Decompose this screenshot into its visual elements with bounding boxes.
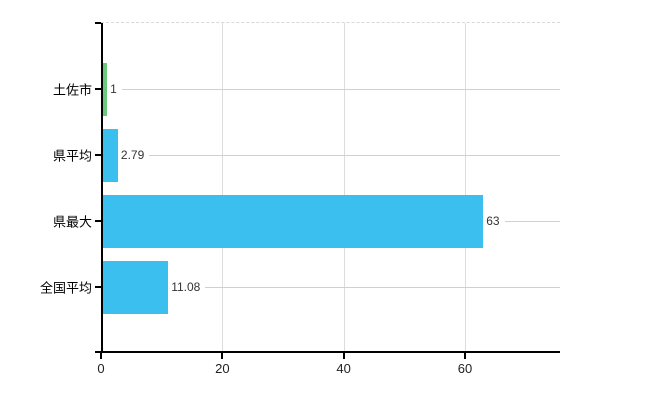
category-label: 全国平均: [39, 280, 92, 296]
row-guide-line: [121, 88, 560, 90]
bar-row: 県平均 2.79: [53, 128, 560, 182]
bar: [101, 62, 108, 116]
category-tick: [95, 220, 101, 222]
x-axis-tick-label: 40: [336, 361, 351, 376]
row-guide-line: [205, 286, 560, 288]
vertical-gridline: [464, 23, 466, 353]
x-axis-line: [95, 351, 560, 353]
bar: [101, 194, 484, 248]
category-label: 土佐市: [52, 82, 92, 98]
x-axis-tick: [221, 353, 224, 359]
x-axis-tick: [100, 353, 102, 359]
bar-row: 県最大 63: [53, 194, 560, 248]
row-guide-line: [504, 220, 560, 222]
plot-area: 土佐市 1 県平均 2.79 県最大 63 全国平均 11.08 0 20 40 60: [40, 22, 560, 376]
bar-value-label: 63: [486, 214, 500, 228]
y-axis-line: [101, 23, 103, 353]
row-guide-line: [149, 154, 560, 156]
category-tick: [95, 154, 101, 156]
x-axis-tick-label: 60: [457, 361, 473, 376]
category-label: 県平均: [52, 148, 92, 164]
bar: [101, 128, 118, 182]
bar-row: 全国平均 11.08: [40, 260, 560, 314]
category-tick: [95, 286, 101, 288]
x-axis-tick: [342, 353, 345, 359]
bar-value-label: 1: [110, 82, 117, 96]
bar-value-label: 2.79: [120, 148, 145, 162]
category-label: 県最大: [52, 214, 92, 230]
bar-row: 土佐市 1: [53, 62, 560, 116]
axis-top-tick: [95, 22, 101, 24]
x-axis-tick-label: 0: [97, 361, 105, 376]
vertical-gridline: [343, 23, 345, 353]
x-axis-tick: [463, 353, 466, 359]
x-axis-tick-label: 20: [215, 361, 230, 376]
category-tick: [95, 88, 101, 90]
bar: [101, 260, 169, 314]
vertical-gridline: [222, 23, 224, 353]
bar-value-label: 11.08: [171, 280, 201, 294]
